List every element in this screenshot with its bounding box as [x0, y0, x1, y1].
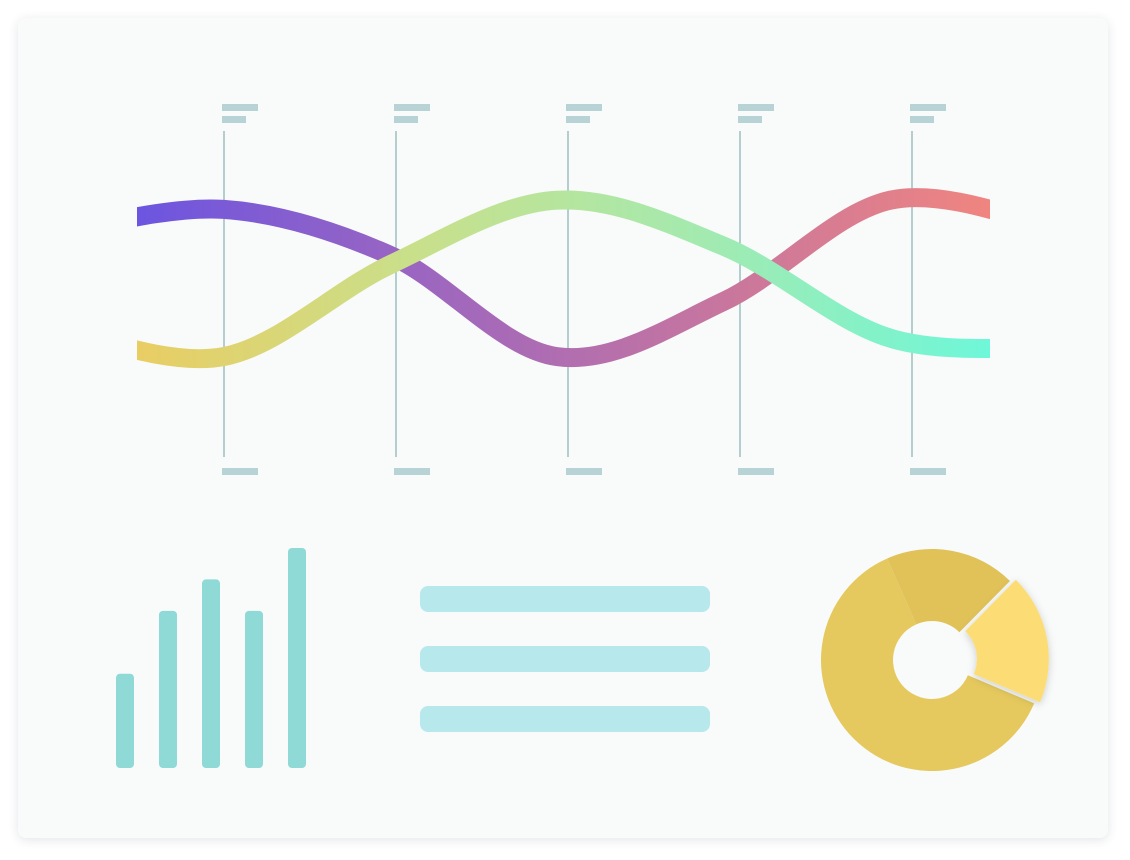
guide-label-top-long	[910, 104, 946, 111]
guide-label-top-short	[394, 116, 418, 123]
guide-label-top-long	[738, 104, 774, 111]
placeholder-line	[420, 586, 710, 612]
bar	[202, 579, 220, 768]
donut-chart	[821, 549, 1049, 772]
guide-label-top-long	[566, 104, 602, 111]
placeholder-line	[420, 706, 710, 732]
wave-series-2	[137, 190, 990, 369]
donut-slice	[965, 579, 1049, 703]
bar	[245, 610, 263, 768]
guide-label-top-short	[222, 116, 246, 123]
guide-label-bottom	[394, 468, 430, 475]
guide-label-top-short	[910, 116, 934, 123]
guide-label-top-long	[394, 104, 430, 111]
donut-slice	[821, 558, 1035, 772]
placeholder-line	[420, 646, 710, 672]
donut-slice	[887, 549, 1010, 633]
wave-series-1	[137, 188, 990, 368]
guide-label-top-short	[738, 116, 762, 123]
guide-label-bottom	[738, 468, 774, 475]
guide-label-bottom	[222, 468, 258, 475]
bar	[159, 610, 177, 768]
guide-label-bottom	[910, 468, 946, 475]
text-placeholder-lines	[420, 586, 710, 732]
guide-label-bottom	[566, 468, 602, 475]
wave-chart-series	[137, 188, 990, 369]
bar-chart	[116, 548, 306, 768]
bar	[288, 548, 306, 768]
guide-label-top-short	[566, 116, 590, 123]
guide-label-top-long	[222, 104, 258, 111]
bar	[116, 673, 134, 768]
